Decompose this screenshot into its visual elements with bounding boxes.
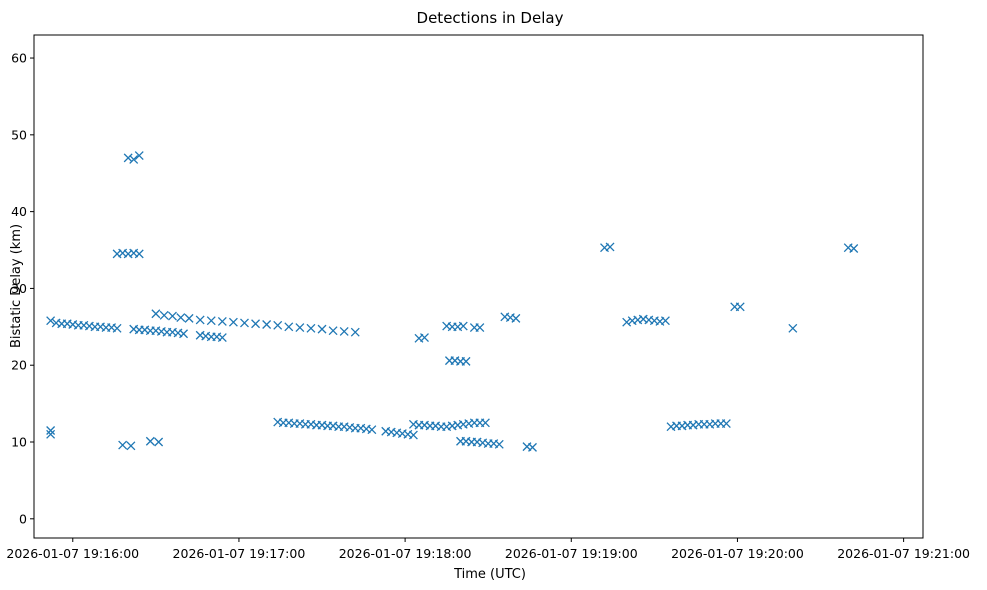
data-point-marker	[721, 419, 731, 429]
y-tick-label: 60	[11, 51, 27, 66]
data-point-marker	[788, 323, 798, 333]
x-tick-label: 2026-01-07 19:20:00	[671, 546, 804, 561]
y-tick-label: 30	[11, 281, 27, 296]
plot-frame	[33, 34, 924, 539]
x-tick-label: 2026-01-07 19:16:00	[6, 546, 139, 561]
data-point-marker	[134, 249, 144, 259]
data-point-marker	[273, 320, 283, 330]
data-point-marker	[176, 313, 186, 323]
data-point-marker	[660, 316, 670, 326]
data-point-marker	[328, 326, 338, 336]
y-axis-label: Bistatic Delay (km)	[9, 224, 24, 348]
data-point-marker	[461, 356, 471, 366]
data-point-marker	[240, 318, 249, 328]
data-point-marker	[195, 315, 205, 325]
data-point-marker	[46, 429, 56, 439]
data-point-marker	[123, 153, 133, 163]
x-tick-label: 2026-01-07 19:21:00	[837, 546, 970, 561]
data-point-marker	[475, 323, 485, 333]
data-point-marker	[408, 430, 418, 440]
data-point-marker	[129, 154, 139, 164]
data-point-marker	[126, 441, 136, 451]
data-point-marker	[46, 316, 56, 326]
data-point-marker	[118, 440, 128, 450]
data-point-marker	[735, 302, 745, 312]
y-tick-label: 20	[11, 358, 27, 373]
data-point-marker	[159, 310, 169, 320]
y-tick-label: 0	[19, 511, 27, 526]
data-point-marker	[46, 426, 56, 435]
y-tick-label: 10	[11, 435, 27, 450]
data-point-marker	[350, 327, 360, 337]
data-point-marker	[511, 313, 521, 323]
x-axis-label: Time (UTC)	[453, 567, 526, 582]
data-point-marker	[251, 319, 261, 329]
data-point-marker	[179, 329, 189, 339]
data-point-marker	[206, 316, 216, 326]
y-axis-ticks: 0 10 20 30 40 50 60	[11, 51, 34, 526]
data-point-marker	[262, 320, 272, 329]
data-point-marker	[145, 436, 155, 446]
data-point-marker	[367, 425, 377, 435]
y-tick-label: 40	[11, 204, 27, 219]
data-point-marker	[295, 323, 305, 333]
data-point-marker	[228, 317, 238, 327]
chart-title: Detections in Delay	[417, 9, 564, 27]
data-point-marker	[284, 322, 294, 332]
data-point-marker	[306, 323, 316, 333]
data-point-marker	[217, 316, 227, 326]
data-point-marker	[339, 326, 349, 336]
data-point-marker	[458, 321, 468, 331]
data-point-marker	[151, 309, 161, 319]
y-tick-label: 50	[11, 127, 27, 142]
data-markers	[46, 151, 859, 452]
data-point-marker	[112, 323, 122, 333]
data-point-marker	[494, 439, 504, 449]
data-point-marker	[168, 311, 177, 321]
x-tick-label: 2026-01-07 19:17:00	[173, 546, 306, 561]
data-point-marker	[605, 242, 615, 252]
data-point-marker	[849, 244, 859, 253]
data-point-marker	[184, 313, 194, 323]
data-point-marker	[528, 442, 537, 452]
data-point-marker	[154, 437, 164, 447]
data-point-marker	[317, 324, 327, 334]
data-point-marker	[134, 151, 144, 161]
x-tick-label: 2026-01-07 19:18:00	[339, 546, 472, 561]
x-axis-ticks: 2026-01-07 19:16:00 2026-01-07 19:17:00 20…	[6, 538, 970, 561]
data-point-marker	[622, 317, 632, 327]
data-point-marker	[480, 418, 490, 428]
data-point-marker	[420, 333, 429, 343]
x-tick-label: 2026-01-07 19:19:00	[505, 546, 638, 561]
data-point-marker	[217, 333, 227, 343]
